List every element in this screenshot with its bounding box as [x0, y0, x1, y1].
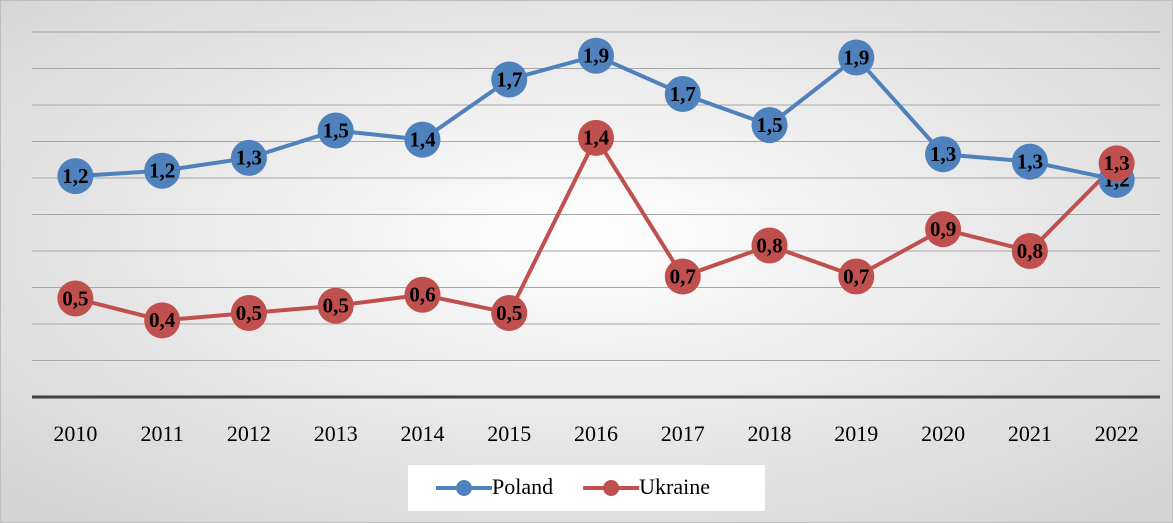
data-label: 1,7	[670, 82, 696, 106]
x-tick-label: 2015	[487, 421, 531, 446]
x-tick-label: 2022	[1095, 421, 1139, 446]
data-label: 0,8	[756, 233, 782, 257]
legend-label: Ukraine	[639, 474, 710, 499]
data-label: 1,7	[496, 67, 522, 91]
x-tick-label: 2020	[921, 421, 965, 446]
marker	[925, 136, 962, 173]
marker	[838, 39, 875, 76]
marker	[578, 37, 614, 74]
x-tick-label: 2012	[227, 421, 271, 446]
marker	[751, 227, 788, 264]
marker	[1011, 233, 1048, 269]
data-label: 0,7	[843, 264, 869, 288]
data-label: 0,5	[236, 301, 262, 325]
data-label: 0,5	[496, 301, 522, 325]
data-label: 0,9	[930, 217, 956, 241]
marker	[317, 287, 354, 324]
x-tick-label: 2010	[53, 421, 97, 446]
x-tick-label: 2014	[400, 421, 444, 446]
marker	[925, 211, 962, 248]
marker	[751, 107, 788, 144]
data-label: 0,7	[670, 264, 696, 288]
marker	[664, 258, 701, 295]
marker	[230, 295, 267, 332]
marker	[578, 119, 614, 156]
marker	[838, 258, 875, 295]
data-label: 0,5	[323, 294, 349, 318]
data-label: 1,4	[583, 126, 610, 150]
x-tick-label: 2011	[141, 421, 184, 446]
data-label: 1,3	[236, 146, 262, 170]
data-label: 0,5	[62, 286, 88, 310]
marker	[404, 121, 441, 158]
data-label: 1,5	[756, 113, 782, 137]
data-label: 1,3	[930, 142, 956, 166]
data-label: 1,3	[1103, 151, 1129, 175]
marker	[491, 295, 528, 332]
x-tick-label: 2016	[574, 421, 618, 446]
x-tick-label: 2013	[314, 421, 358, 446]
data-label: 1,2	[149, 159, 175, 183]
legend-marker	[456, 480, 472, 496]
data-label: 0,4	[149, 308, 176, 332]
marker	[664, 76, 701, 113]
marker	[1098, 145, 1135, 182]
data-label: 1,9	[843, 45, 869, 69]
data-label: 1,4	[409, 127, 436, 151]
data-label: 1,5	[323, 118, 349, 142]
marker	[230, 139, 267, 176]
marker	[317, 112, 354, 149]
marker	[404, 276, 441, 313]
data-label: 1,3	[1017, 149, 1043, 173]
data-label: 0,8	[1017, 239, 1043, 263]
x-tick-label: 2021	[1008, 421, 1052, 446]
legend-marker	[603, 480, 620, 496]
x-tick-label: 2018	[748, 421, 792, 446]
marker	[144, 302, 181, 339]
marker	[1011, 143, 1048, 180]
legend-label: Poland	[492, 474, 553, 499]
marker	[57, 158, 94, 195]
marker	[57, 280, 94, 317]
data-label: 1,9	[583, 44, 609, 68]
marker	[144, 152, 181, 189]
x-tick-label: 2017	[661, 421, 705, 446]
data-label: 1,2	[62, 164, 88, 188]
x-tick-label: 2019	[834, 421, 878, 446]
data-label: 0,6	[409, 283, 435, 307]
marker	[491, 61, 528, 98]
